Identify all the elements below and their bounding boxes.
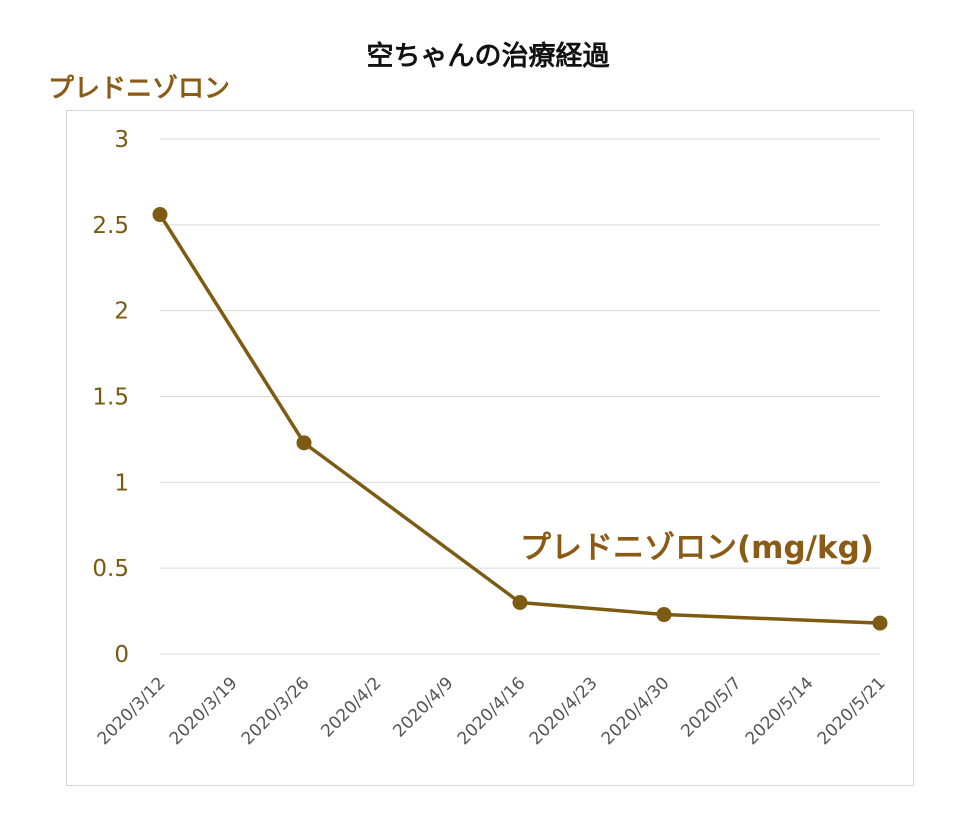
x-tick-label: 2020/5/21 (814, 673, 890, 749)
x-tick-label: 2020/4/2 (317, 673, 385, 741)
y-tick-label: 3 (114, 127, 129, 153)
x-tick-label: 2020/3/19 (166, 673, 242, 749)
data-point (296, 435, 312, 451)
x-tick-label: 2020/4/30 (598, 673, 674, 749)
data-point (872, 615, 888, 631)
plot-frame (66, 110, 914, 786)
y-tick-label: 0.5 (92, 556, 129, 582)
y-tick-label: 0 (114, 642, 129, 668)
series-label: プレドニゾロン(mg/kg) (520, 530, 874, 566)
y-tick-label: 1.5 (92, 385, 129, 411)
y-tick-label: 1 (114, 470, 129, 496)
data-point (656, 607, 672, 623)
x-tick-label: 2020/4/9 (389, 673, 457, 741)
chart-title: 空ちゃんの治療経過 (366, 41, 610, 72)
x-tick-label: 2020/5/14 (742, 673, 818, 749)
x-tick-label: 2020/4/16 (454, 673, 530, 749)
x-tick-label: 2020/5/7 (677, 673, 745, 741)
y-tick-label: 2.5 (92, 213, 129, 239)
x-tick-label: 2020/4/23 (526, 673, 602, 749)
x-tick-label: 2020/3/12 (94, 673, 170, 749)
data-point (512, 595, 528, 610)
x-tick-label: 2020/3/26 (238, 673, 314, 749)
y-axis-title: プレドニゾロン (48, 74, 231, 104)
y-tick-label: 2 (114, 299, 129, 325)
data-point (152, 207, 168, 223)
